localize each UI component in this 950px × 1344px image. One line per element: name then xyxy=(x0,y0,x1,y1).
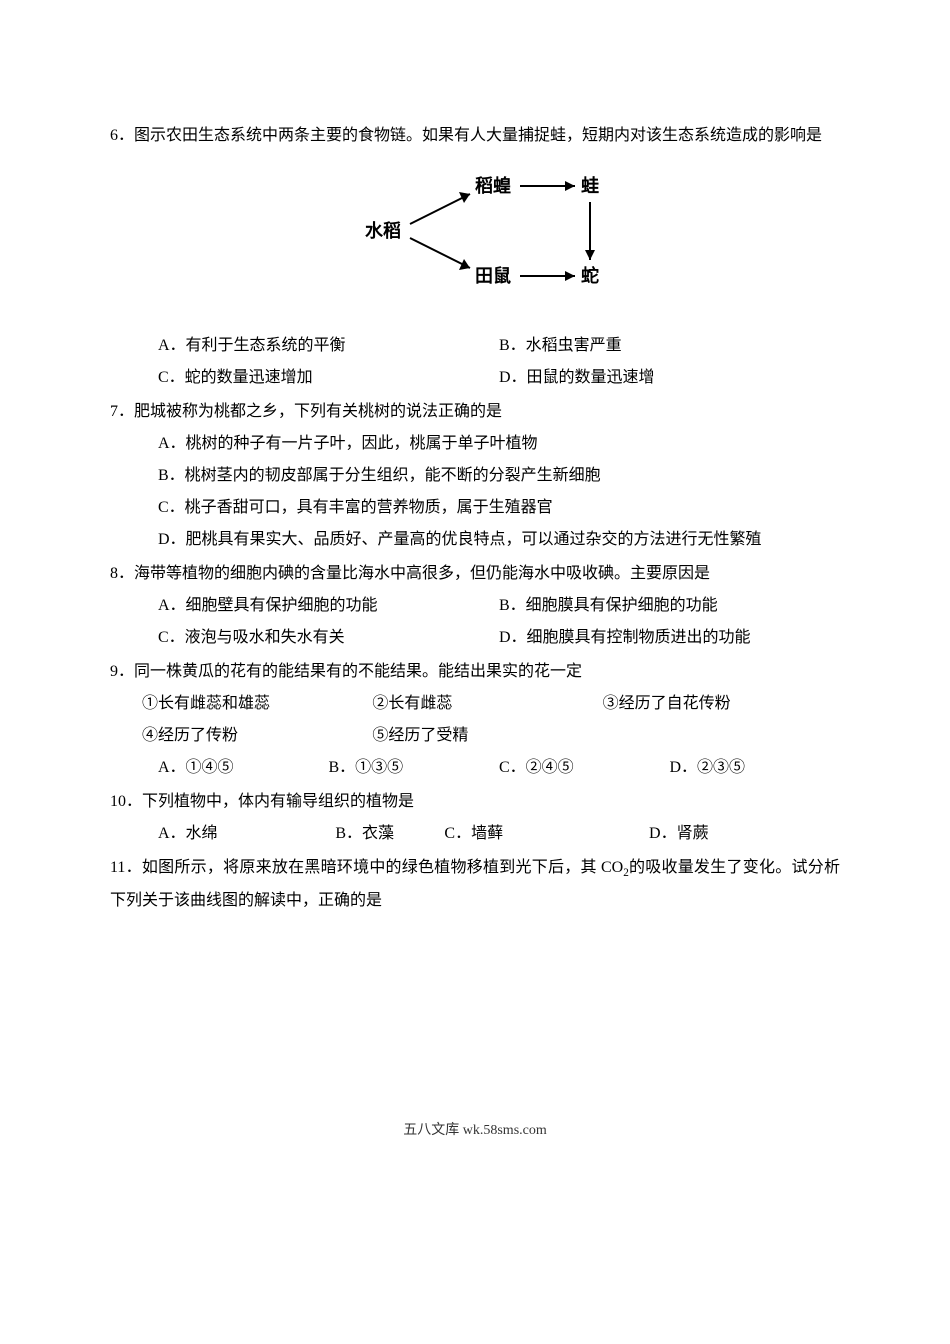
q6-option-b: B．水稻虫害严重 xyxy=(499,330,840,362)
q11-stem-pre: 11．如图所示，将原来放在黑暗环境中的绿色植物移植到光下后，其 CO xyxy=(110,859,623,876)
q8-option-b: B．细胞膜具有保护细胞的功能 xyxy=(499,590,840,622)
q6-diagram: 水稻 稻蝗田鼠 蛙蛇 xyxy=(110,162,840,314)
question-10: 10．下列植物中，体内有输导组织的植物是 A．水绵 B．衣藻 C．墙藓 D．肾蕨 xyxy=(110,786,840,850)
q7-option-a: A．桃树的种子有一片子叶，因此，桃属于单子叶植物 xyxy=(110,428,840,460)
q9-stem: 9．同一株黄瓜的花有的能结果有的不能结果。能结出果实的花一定 xyxy=(110,656,840,688)
page-footer: 五八文库 wk.58sms.com xyxy=(110,1117,840,1145)
q9-option-b: B．①③⑤ xyxy=(329,752,500,784)
q6-option-a: A．有利于生态系统的平衡 xyxy=(158,330,499,362)
diagram-node-rice: 水稻 xyxy=(365,220,401,241)
q7-option-d: D．肥桃具有果实大、品质好、产量高的优良特点，可以通过杂交的方法进行无性繁殖 xyxy=(110,524,840,556)
question-7: 7．肥城被称为桃都之乡，下列有关桃树的说法正确的是 A．桃树的种子有一片子叶，因… xyxy=(110,396,840,556)
diagram-node-locust: 稻蝗 xyxy=(475,175,511,196)
exam-page: 6．图示农田生态系统中两条主要的食物链。如果有人大量捕捉蛙，短期内对该生态系统造… xyxy=(0,0,950,1205)
q9-item-1: ①长有雌蕊和雄蕊 xyxy=(142,688,372,720)
q7-option-c: C．桃子香甜可口，具有丰富的营养物质，属于生殖器官 xyxy=(110,492,840,524)
q10-option-d: D．肾蕨 xyxy=(649,818,820,850)
question-6: 6．图示农田生态系统中两条主要的食物链。如果有人大量捕捉蛙，短期内对该生态系统造… xyxy=(110,120,840,394)
question-11: 11．如图所示，将原来放在黑暗环境中的绿色植物移植到光下后，其 CO2的吸收量发… xyxy=(110,852,840,917)
q6-stem: 6．图示农田生态系统中两条主要的食物链。如果有人大量捕捉蛙，短期内对该生态系统造… xyxy=(110,120,840,152)
diagram-node-rat: 田鼠 xyxy=(475,265,511,286)
q10-option-a: A．水绵 xyxy=(158,818,335,850)
q10-stem: 10．下列植物中，体内有输导组织的植物是 xyxy=(110,786,840,818)
q8-option-c: C．液泡与吸水和失水有关 xyxy=(158,622,499,654)
diagram-node-snake: 蛇 xyxy=(581,265,599,286)
q6-option-c: C．蛇的数量迅速增加 xyxy=(158,362,499,394)
q11-stem: 11．如图所示，将原来放在黑暗环境中的绿色植物移植到光下后，其 CO2的吸收量发… xyxy=(110,852,840,917)
q8-option-a: A．细胞壁具有保护细胞的功能 xyxy=(158,590,499,622)
q9-item-4: ④经历了传粉 xyxy=(142,720,372,752)
q7-stem: 7．肥城被称为桃都之乡，下列有关桃树的说法正确的是 xyxy=(110,396,840,428)
q10-option-b: B．衣藻 xyxy=(335,818,444,850)
q9-item-3: ③经历了自花传粉 xyxy=(603,688,833,720)
question-9: 9．同一株黄瓜的花有的能结果有的不能结果。能结出果实的花一定 ①长有雌蕊和雄蕊 … xyxy=(110,656,840,784)
diagram-node-frog: 蛙 xyxy=(581,176,599,196)
q9-option-c: C．②④⑤ xyxy=(499,752,670,784)
q8-stem: 8．海带等植物的细胞内碘的含量比海水中高很多，但仍能海水中吸收碘。主要原因是 xyxy=(110,558,840,590)
q6-option-d: D．田鼠的数量迅速增 xyxy=(499,362,840,394)
q10-option-c: C．墙藓 xyxy=(444,818,649,850)
q9-item-2: ②长有雌蕊 xyxy=(372,688,602,720)
q9-item-5: ⑤经历了受精 xyxy=(372,720,602,752)
q8-option-d: D．细胞膜具有控制物质进出的功能 xyxy=(499,622,840,654)
q9-option-a: A．①④⑤ xyxy=(158,752,329,784)
q7-option-b: B．桃树茎内的韧皮部属于分生组织，能不断的分裂产生新细胞 xyxy=(110,460,840,492)
question-8: 8．海带等植物的细胞内碘的含量比海水中高很多，但仍能海水中吸收碘。主要原因是 A… xyxy=(110,558,840,654)
q9-option-d: D．②③⑤ xyxy=(670,752,841,784)
